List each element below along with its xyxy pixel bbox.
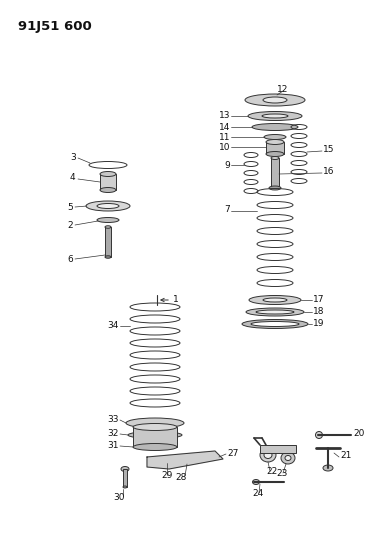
Text: 17: 17 [313,295,324,304]
Bar [133,427,177,447]
Ellipse shape [248,111,302,120]
Ellipse shape [123,486,127,488]
Ellipse shape [262,114,288,118]
Text: 5: 5 [67,204,73,213]
Text: 31: 31 [108,440,119,449]
Ellipse shape [97,204,119,208]
Text: 28: 28 [176,472,187,481]
Ellipse shape [260,448,276,462]
Ellipse shape [249,295,301,304]
Ellipse shape [256,310,294,314]
Bar [260,445,296,453]
Text: 4: 4 [70,174,76,182]
Text: 29: 29 [161,472,173,481]
Text: 19: 19 [313,319,324,328]
Ellipse shape [263,298,287,302]
Bar [123,469,127,487]
Ellipse shape [128,432,182,439]
Text: 24: 24 [252,489,264,498]
Text: 1: 1 [173,295,179,303]
Ellipse shape [281,452,295,464]
Text: 20: 20 [353,429,364,438]
Text: 27: 27 [227,448,238,457]
Ellipse shape [266,140,284,144]
Ellipse shape [316,432,323,439]
Ellipse shape [285,456,291,461]
Ellipse shape [126,418,184,428]
Ellipse shape [86,201,130,211]
Ellipse shape [242,319,308,328]
Ellipse shape [97,217,119,222]
Bar [271,158,279,188]
Text: 12: 12 [277,85,288,94]
Ellipse shape [263,97,287,103]
Ellipse shape [181,459,186,463]
Ellipse shape [177,457,188,464]
Ellipse shape [161,458,169,464]
Ellipse shape [252,480,259,484]
Ellipse shape [105,226,111,228]
Bar [266,142,284,154]
Ellipse shape [245,94,305,106]
Text: 34: 34 [108,320,119,329]
Text: 32: 32 [108,429,119,438]
Ellipse shape [269,186,281,190]
Ellipse shape [264,451,272,458]
Text: 11: 11 [218,133,230,141]
Text: 2: 2 [67,222,73,230]
Ellipse shape [133,424,177,431]
Text: 9: 9 [224,160,230,169]
Ellipse shape [100,188,116,192]
Ellipse shape [133,443,177,450]
Text: 22: 22 [266,467,278,477]
Text: 33: 33 [108,415,119,424]
Text: 7: 7 [224,206,230,214]
Ellipse shape [105,256,111,259]
Ellipse shape [264,134,286,140]
Polygon shape [147,451,223,469]
Ellipse shape [251,321,299,327]
Bar [100,174,116,190]
Text: 16: 16 [323,167,335,176]
Text: 3: 3 [70,152,76,161]
Text: 91J51 600: 91J51 600 [18,20,92,33]
Text: 15: 15 [323,146,335,155]
Ellipse shape [246,308,304,316]
Text: 23: 23 [276,470,288,479]
Text: 10: 10 [218,142,230,151]
Ellipse shape [271,157,279,159]
Text: 21: 21 [340,451,351,461]
Text: 18: 18 [313,308,324,317]
Ellipse shape [252,124,298,131]
Ellipse shape [135,433,175,437]
Ellipse shape [266,151,284,157]
Text: 14: 14 [219,123,230,132]
Ellipse shape [100,172,116,176]
Ellipse shape [323,465,333,471]
Text: 13: 13 [218,111,230,120]
Bar [105,227,111,257]
Text: 30: 30 [113,492,125,502]
Ellipse shape [121,466,129,472]
Text: 6: 6 [67,255,73,264]
